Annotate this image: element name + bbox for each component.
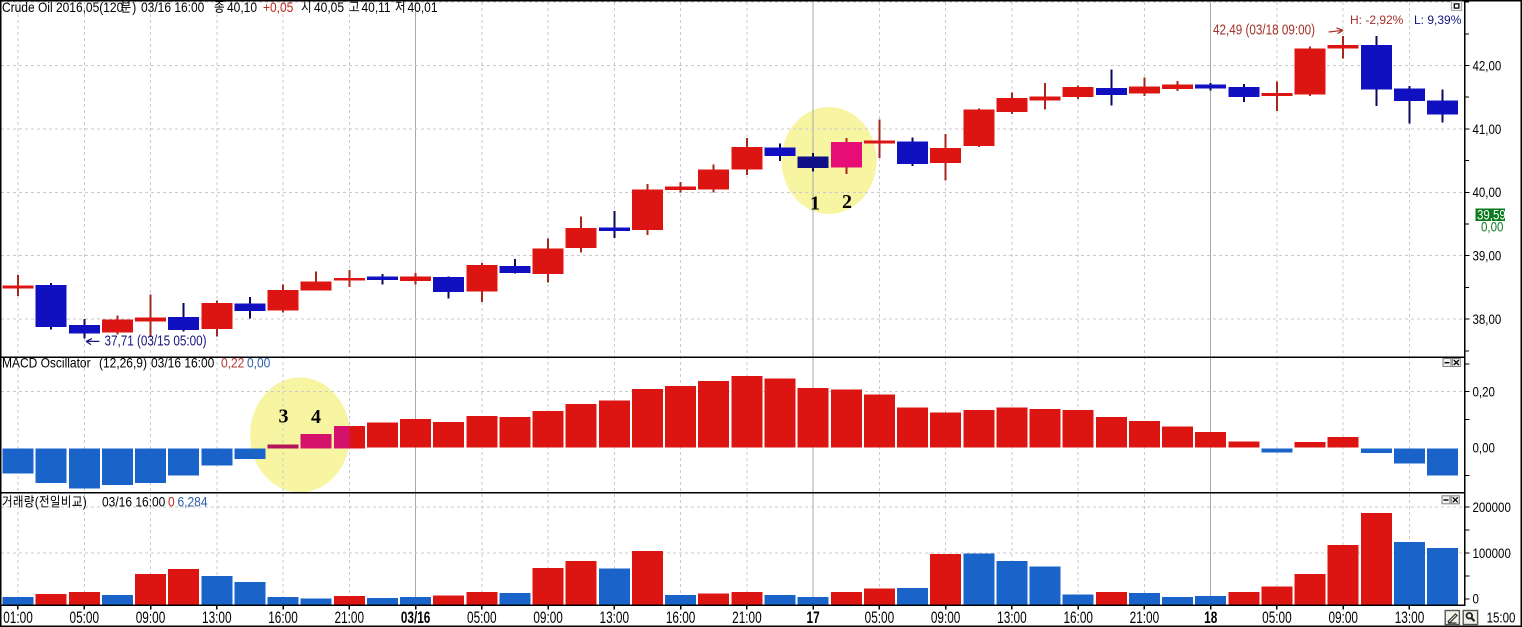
svg-text:+0,05: +0,05	[263, 0, 293, 15]
svg-text:17: 17	[807, 609, 820, 627]
svg-text:200000: 200000	[1473, 500, 1511, 515]
svg-text:39,00: 39,00	[1473, 249, 1502, 264]
svg-text:16:00: 16:00	[268, 609, 298, 627]
svg-text:42,49 (03/18 09:00): 42,49 (03/18 09:00)	[1213, 21, 1315, 38]
svg-text:40,05: 40,05	[314, 0, 344, 15]
svg-text:0,20: 0,20	[1473, 385, 1495, 400]
svg-text:40,00: 40,00	[1473, 185, 1502, 200]
svg-text:05:00: 05:00	[467, 609, 497, 627]
svg-text:05:00: 05:00	[70, 609, 100, 627]
svg-text:4: 4	[311, 406, 321, 428]
svg-text:18: 18	[1204, 609, 1217, 627]
svg-text:21:00: 21:00	[1130, 609, 1160, 627]
svg-text:16:00: 16:00	[1063, 609, 1093, 627]
svg-text:09:00: 09:00	[1328, 609, 1358, 627]
svg-text:40,10: 40,10	[227, 0, 257, 15]
svg-text:41,00: 41,00	[1473, 122, 1502, 137]
svg-text:03/16 16:00: 03/16 16:00	[151, 355, 214, 371]
svg-text:13:00: 13:00	[202, 609, 232, 627]
svg-text:(: (	[35, 494, 40, 510]
svg-text:13:00: 13:00	[600, 609, 630, 627]
svg-text:09:00: 09:00	[931, 609, 961, 627]
svg-text:): )	[83, 494, 87, 510]
svg-text:03/16 16:00: 03/16 16:00	[141, 0, 204, 15]
svg-text:6,284: 6,284	[178, 494, 208, 510]
svg-text:0: 0	[168, 494, 175, 510]
svg-text:09:00: 09:00	[533, 609, 563, 627]
svg-text:16:00: 16:00	[666, 609, 696, 627]
svg-text:MACD Oscillator: MACD Oscillator	[2, 355, 91, 371]
svg-text:): )	[132, 0, 136, 15]
svg-text:09:00: 09:00	[136, 609, 166, 627]
svg-text:03/16 16:00: 03/16 16:00	[102, 494, 165, 510]
svg-text:1: 1	[810, 193, 820, 215]
svg-text:0,22: 0,22	[221, 355, 244, 371]
svg-text:15:00: 15:00	[1487, 609, 1516, 626]
svg-text:0,00: 0,00	[247, 355, 270, 371]
svg-text:39,59: 39,59	[1477, 207, 1506, 222]
svg-text:0,00: 0,00	[1473, 440, 1495, 455]
svg-text:03/16: 03/16	[401, 609, 431, 627]
svg-text:05:00: 05:00	[865, 609, 895, 627]
svg-text:05:00: 05:00	[1262, 609, 1292, 627]
svg-text:(12,26,9): (12,26,9)	[99, 355, 147, 371]
svg-text:13:00: 13:00	[997, 609, 1027, 627]
svg-text:100000: 100000	[1473, 546, 1511, 561]
svg-text:21:00: 21:00	[732, 609, 762, 627]
svg-text:13:00: 13:00	[1395, 609, 1425, 627]
svg-text:42,00: 42,00	[1473, 58, 1502, 73]
svg-text:L: 9,39%: L: 9,39%	[1414, 13, 1462, 27]
svg-text:2: 2	[842, 191, 852, 213]
svg-text:Crude Oil 2016,05(120: Crude Oil 2016,05(120	[2, 0, 123, 15]
svg-text:0: 0	[1473, 591, 1479, 606]
svg-text:21:00: 21:00	[335, 609, 365, 627]
svg-text:01:00: 01:00	[3, 609, 33, 627]
svg-text:40,11: 40,11	[362, 0, 391, 15]
svg-text:37,71 (03/15 05:00): 37,71 (03/15 05:00)	[105, 332, 207, 349]
svg-text:40,01: 40,01	[408, 0, 438, 15]
svg-text:38,00: 38,00	[1473, 312, 1502, 327]
svg-text:3: 3	[279, 406, 289, 428]
svg-text:H: -2,92%: H: -2,92%	[1350, 13, 1404, 27]
svg-text:0,00: 0,00	[1481, 220, 1503, 235]
